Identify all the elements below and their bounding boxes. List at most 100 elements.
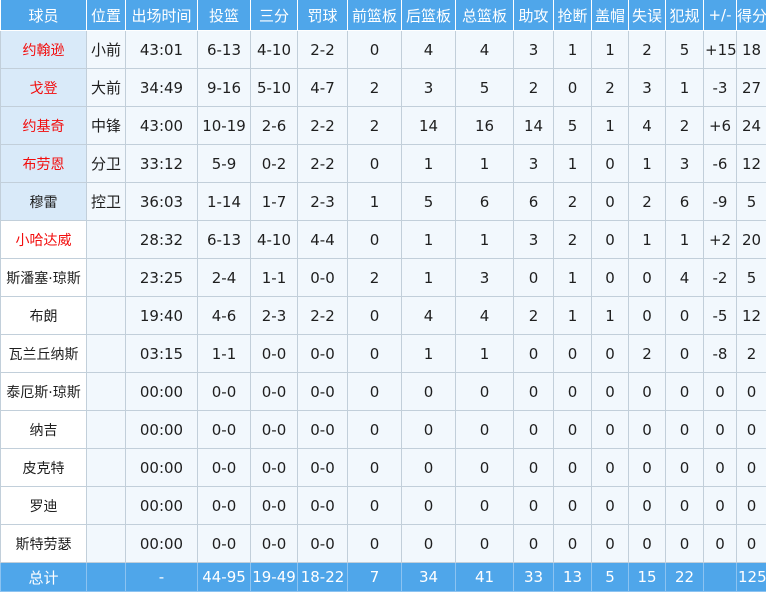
stat-cell: 0 — [629, 259, 666, 297]
stat-cell: 14 — [402, 107, 456, 145]
stat-cell: 0-0 — [198, 373, 251, 411]
stat-cell: 0 — [592, 487, 629, 525]
stat-cell: 43:00 — [126, 107, 198, 145]
stat-cell: 0 — [737, 411, 766, 449]
stat-cell: 0 — [629, 525, 666, 563]
player-name-cell: 斯特劳瑟 — [1, 525, 87, 563]
stat-cell: 1 — [629, 145, 666, 183]
stat-cell: 0-0 — [251, 487, 298, 525]
stat-cell: 1-1 — [251, 259, 298, 297]
stat-cell: 4-10 — [251, 221, 298, 259]
stat-cell: 0 — [704, 411, 737, 449]
stat-cell: 0 — [666, 335, 704, 373]
stat-cell: 0 — [348, 221, 402, 259]
stat-cell: 0-0 — [198, 525, 251, 563]
stat-cell: 0 — [592, 259, 629, 297]
stat-cell: 2 — [629, 31, 666, 69]
stat-cell: 1 — [629, 221, 666, 259]
stat-cell: 1 — [456, 221, 514, 259]
stat-cell: 0-2 — [251, 145, 298, 183]
stat-cell: 6 — [514, 183, 554, 221]
stat-cell: 2 — [348, 107, 402, 145]
total-stat-cell: - — [126, 563, 198, 592]
stat-cell: 4-6 — [198, 297, 251, 335]
stat-cell: 0 — [592, 373, 629, 411]
stat-cell: 2-6 — [251, 107, 298, 145]
stat-cell: 0 — [514, 259, 554, 297]
stat-cell: 5 — [737, 259, 766, 297]
stat-cell: 00:00 — [126, 373, 198, 411]
total-stat-cell: 125 — [737, 563, 766, 592]
stat-cell: 0-0 — [251, 449, 298, 487]
column-header-3: 投篮 — [198, 0, 251, 31]
total-stat-cell: 44-95 — [198, 563, 251, 592]
stat-cell: 4 — [456, 297, 514, 335]
stat-cell: 2-2 — [298, 145, 348, 183]
stat-cell: 1 — [666, 69, 704, 107]
stat-cell: 0-0 — [251, 335, 298, 373]
stat-cell: +6 — [704, 107, 737, 145]
stat-cell: 2 — [554, 183, 592, 221]
column-header-0: 球员 — [1, 0, 87, 31]
player-name-cell: 布劳恩 — [1, 145, 87, 183]
position-cell: 控卫 — [87, 183, 126, 221]
stat-cell: 4-10 — [251, 31, 298, 69]
stat-cell: 1 — [592, 107, 629, 145]
stat-cell: 0 — [348, 335, 402, 373]
stat-cell: 0 — [514, 487, 554, 525]
stat-cell: 2 — [592, 69, 629, 107]
stat-cell: 27 — [737, 69, 766, 107]
stat-cell: 0 — [514, 411, 554, 449]
column-header-11: 盖帽 — [592, 0, 629, 31]
stat-cell: 19:40 — [126, 297, 198, 335]
stat-cell: 0-0 — [298, 335, 348, 373]
stat-cell: 4-4 — [298, 221, 348, 259]
stat-cell: 00:00 — [126, 525, 198, 563]
stat-cell: 0 — [629, 449, 666, 487]
stat-cell: 0 — [348, 487, 402, 525]
column-header-12: 失误 — [629, 0, 666, 31]
stat-cell: 0-0 — [298, 525, 348, 563]
stat-cell: 4 — [402, 31, 456, 69]
position-cell — [87, 411, 126, 449]
stat-cell: 6 — [666, 183, 704, 221]
stat-cell: 0 — [629, 373, 666, 411]
stat-cell: 0 — [348, 373, 402, 411]
position-cell: 分卫 — [87, 145, 126, 183]
stat-cell: 0 — [592, 411, 629, 449]
stat-cell: 0 — [514, 335, 554, 373]
stat-cell: 0 — [704, 525, 737, 563]
stat-cell: 2-3 — [251, 297, 298, 335]
total-stat-cell: 18-22 — [298, 563, 348, 592]
stat-cell: 0 — [592, 145, 629, 183]
stat-cell: 0 — [554, 373, 592, 411]
stat-cell: 0 — [629, 487, 666, 525]
stat-cell: 0-0 — [198, 487, 251, 525]
player-name-cell: 戈登 — [1, 69, 87, 107]
stat-cell: 0 — [456, 525, 514, 563]
stat-cell: 3 — [514, 31, 554, 69]
stat-cell: 00:00 — [126, 449, 198, 487]
stat-cell: 1 — [456, 145, 514, 183]
column-header-14: +/- — [704, 0, 737, 31]
stat-cell: 2-2 — [298, 107, 348, 145]
stat-cell: 0 — [348, 297, 402, 335]
stat-cell: 0 — [402, 373, 456, 411]
header-row: 球员位置出场时间投篮三分罚球前篮板后篮板总篮板助攻抢断盖帽失误犯规+/-得分 — [1, 0, 766, 31]
stat-cell: -3 — [704, 69, 737, 107]
stat-cell: 28:32 — [126, 221, 198, 259]
stat-cell: 2-4 — [198, 259, 251, 297]
stat-cell: -5 — [704, 297, 737, 335]
stat-cell: 0 — [704, 373, 737, 411]
stat-cell: 2 — [629, 183, 666, 221]
stat-cell: 3 — [514, 221, 554, 259]
stat-cell: 2-2 — [298, 31, 348, 69]
stat-cell: 6-13 — [198, 31, 251, 69]
